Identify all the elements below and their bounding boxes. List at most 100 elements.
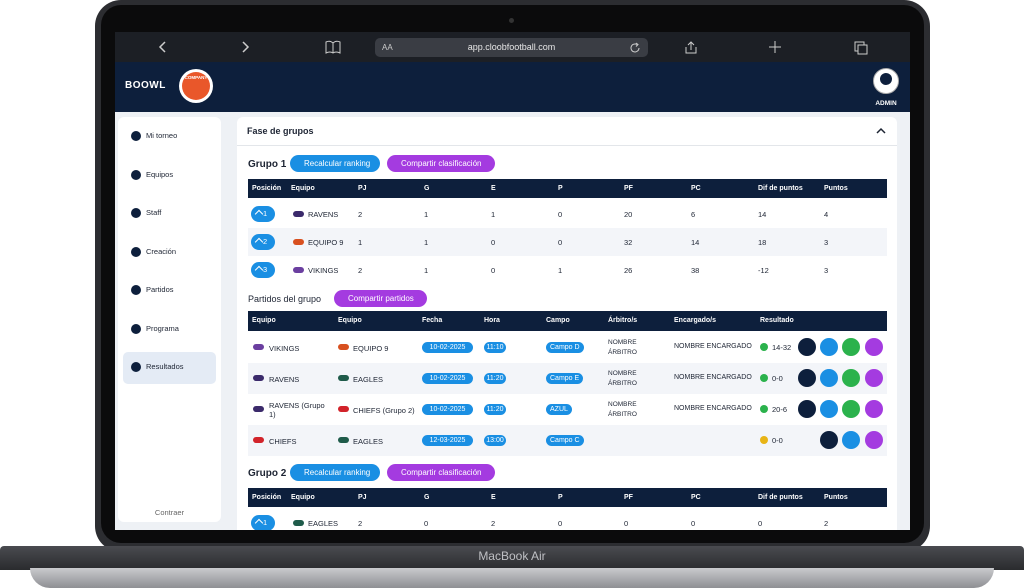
team-logo	[338, 375, 349, 381]
action-button[interactable]	[865, 338, 883, 356]
stat: 0	[758, 519, 763, 528]
share-button[interactable]: Compartir clasificación	[387, 464, 495, 481]
stat: -12	[758, 266, 769, 275]
action-button[interactable]	[820, 338, 838, 356]
column-header: Equipo	[338, 317, 362, 324]
action-button[interactable]	[820, 369, 838, 387]
column-header: Puntos	[824, 184, 848, 192]
match-time: 11:20	[484, 373, 506, 384]
match-time: 13:00	[484, 435, 506, 446]
position-icon	[254, 209, 264, 219]
stat: 0	[558, 210, 563, 219]
team-home: CHIEFS	[269, 436, 297, 446]
match-time: 11:10	[484, 342, 506, 353]
stat: 32	[624, 238, 633, 247]
column-header: PF	[624, 493, 633, 501]
stat: 2	[491, 519, 496, 528]
share-matches-button[interactable]: Compartir partidos	[334, 290, 427, 307]
recalc-button[interactable]: Recalcular ranking	[290, 155, 380, 172]
action-button[interactable]	[842, 431, 860, 449]
stat: 18	[758, 238, 767, 247]
action-button[interactable]	[820, 431, 838, 449]
stat: 0	[558, 238, 563, 247]
share-button[interactable]: Compartir clasificación	[387, 155, 495, 172]
stat: 1	[491, 210, 496, 219]
column-header: PJ	[358, 184, 367, 192]
recalc-button[interactable]: Recalcular ranking	[290, 464, 380, 481]
menu-item[interactable]: Equipos	[146, 169, 174, 179]
position-icon	[254, 237, 264, 247]
action-button[interactable]	[865, 431, 883, 449]
action-button[interactable]	[842, 400, 860, 418]
column-header: Dif de puntos	[758, 184, 803, 192]
brand-logo[interactable]: BOOWL	[125, 80, 166, 91]
team-name: VIKINGS	[308, 266, 339, 275]
column-header: Equipo	[291, 493, 315, 501]
book-icon[interactable]	[325, 40, 341, 54]
collapse-button[interactable]: Contraer	[154, 508, 185, 517]
row-bg	[248, 228, 887, 256]
app-header: BOOWL COMPANY ADMIN	[115, 62, 910, 112]
browser-actions[interactable]	[683, 39, 883, 55]
action-button[interactable]	[798, 400, 816, 418]
team-home: RAVENS (Grupo 1)	[269, 401, 325, 419]
column-header: E	[491, 493, 496, 501]
column-header: Árbitro/s	[608, 317, 638, 324]
match-field: AZUL	[546, 404, 572, 415]
menu-item[interactable]: Creación	[146, 246, 177, 256]
team-away: EQUIPO 9	[353, 343, 389, 353]
menu-item[interactable]: Resultados	[146, 362, 184, 371]
stat: 1	[558, 266, 563, 275]
action-button[interactable]	[820, 400, 838, 418]
team-logo	[253, 437, 264, 443]
sidebar: Contraer Mi torneo Equipos Staff Creación Pa…	[118, 117, 221, 522]
match-date: 10-02-2025	[422, 404, 473, 415]
laptop-foot	[30, 568, 994, 588]
stat: 2	[824, 519, 829, 528]
column-header: PF	[624, 184, 633, 192]
nav-icons	[158, 41, 250, 53]
group-title: Grupo 2	[248, 468, 287, 479]
position: 1	[263, 518, 268, 527]
stat: 2	[358, 519, 363, 528]
manager: NOMBRE ENCARGADO	[674, 343, 752, 350]
divider	[237, 145, 897, 146]
menu-item[interactable]: Staff	[146, 208, 162, 217]
stat: 1	[358, 238, 363, 247]
team-name: EAGLES	[308, 519, 339, 528]
stat: 0	[491, 238, 496, 247]
action-button[interactable]	[865, 369, 883, 387]
action-button[interactable]	[865, 400, 883, 418]
text-size[interactable]: AA	[382, 43, 393, 52]
column-header: P	[558, 184, 563, 192]
action-button[interactable]	[842, 369, 860, 387]
action-button[interactable]	[842, 338, 860, 356]
team-away: EAGLES	[353, 436, 384, 446]
camera	[509, 18, 514, 23]
company-logo[interactable]: COMPANY	[179, 69, 213, 103]
match-date: 10-02-2025	[422, 373, 473, 384]
column-header: Equipo	[291, 184, 315, 192]
stat: 0	[624, 519, 629, 528]
position-badge: 1	[251, 515, 275, 530]
menu-item[interactable]: Mi torneo	[146, 131, 178, 140]
collapse-chevron[interactable]	[876, 127, 886, 135]
avatar[interactable]	[873, 68, 899, 94]
reload-icon[interactable]	[629, 42, 641, 54]
team-home: VIKINGS	[269, 343, 300, 353]
team-name: EQUIPO 9	[308, 238, 344, 247]
stat: 0	[691, 519, 696, 528]
match-time: 11:20	[484, 404, 506, 415]
address-bar[interactable]: AA app.cloobfootball.com	[375, 38, 648, 57]
team-logo	[293, 267, 304, 273]
menu-item[interactable]: Partidos	[146, 285, 174, 294]
user-role: ADMIN	[875, 100, 897, 107]
manager: NOMBRE ENCARGADO	[674, 374, 752, 381]
menu-item[interactable]: Programa	[146, 323, 179, 333]
stat: 3	[824, 238, 829, 247]
position-badge: 1	[251, 206, 275, 222]
position: 3	[263, 265, 268, 274]
action-button[interactable]	[798, 369, 816, 387]
match-field: Campo D	[546, 342, 584, 353]
action-button[interactable]	[798, 338, 816, 356]
